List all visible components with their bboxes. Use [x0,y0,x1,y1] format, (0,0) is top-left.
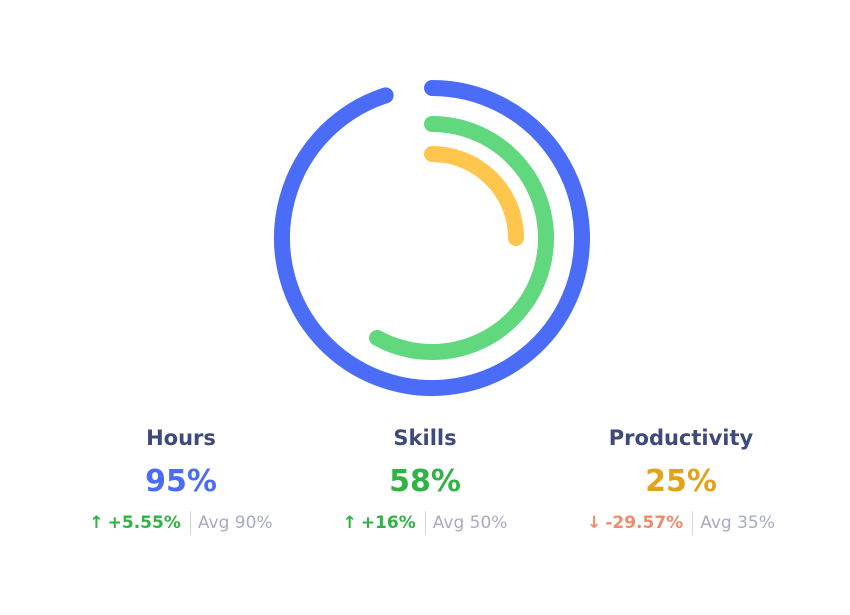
metric-average: Avg 50% [432,513,508,533]
metric-skills: Skills 58% ↑ +16% Avg 50% [285,420,565,536]
metric-footer: ↑ +16% Avg 50% [285,510,565,536]
metric-productivity: Productivity 25% ↓ -29.57% Avg 35% [541,420,821,536]
metric-average: Avg 90% [197,513,273,533]
metric-name: Hours [146,426,216,450]
ring-skills [369,116,554,360]
ring-hours [274,80,590,396]
metric-average: Avg 35% [700,513,775,533]
divider [189,511,191,535]
metric-change: -29.57% [605,513,684,533]
arrow-down-icon: ↓ [587,513,602,533]
metric-name: Productivity [608,426,754,450]
metric-value: 25% [645,464,717,499]
divider [692,511,694,535]
radial-progress-chart [274,80,590,396]
metric-name: Skills [393,426,457,450]
metric-value: 58% [389,464,461,499]
metric-footer: ↓ -29.57% Avg 35% [541,510,821,536]
arrow-up-icon: ↑ [342,513,357,533]
metric-change: +5.55% [107,513,181,533]
metric-footer: ↑ +5.55% Avg 90% [41,510,321,536]
metric-change: +16% [360,513,416,533]
ring-productivity [424,146,524,246]
metric-hours: Hours 95% ↑ +5.55% Avg 90% [41,420,321,536]
divider [424,511,426,535]
metric-value: 95% [145,464,217,499]
arrow-up-icon: ↑ [89,513,104,533]
